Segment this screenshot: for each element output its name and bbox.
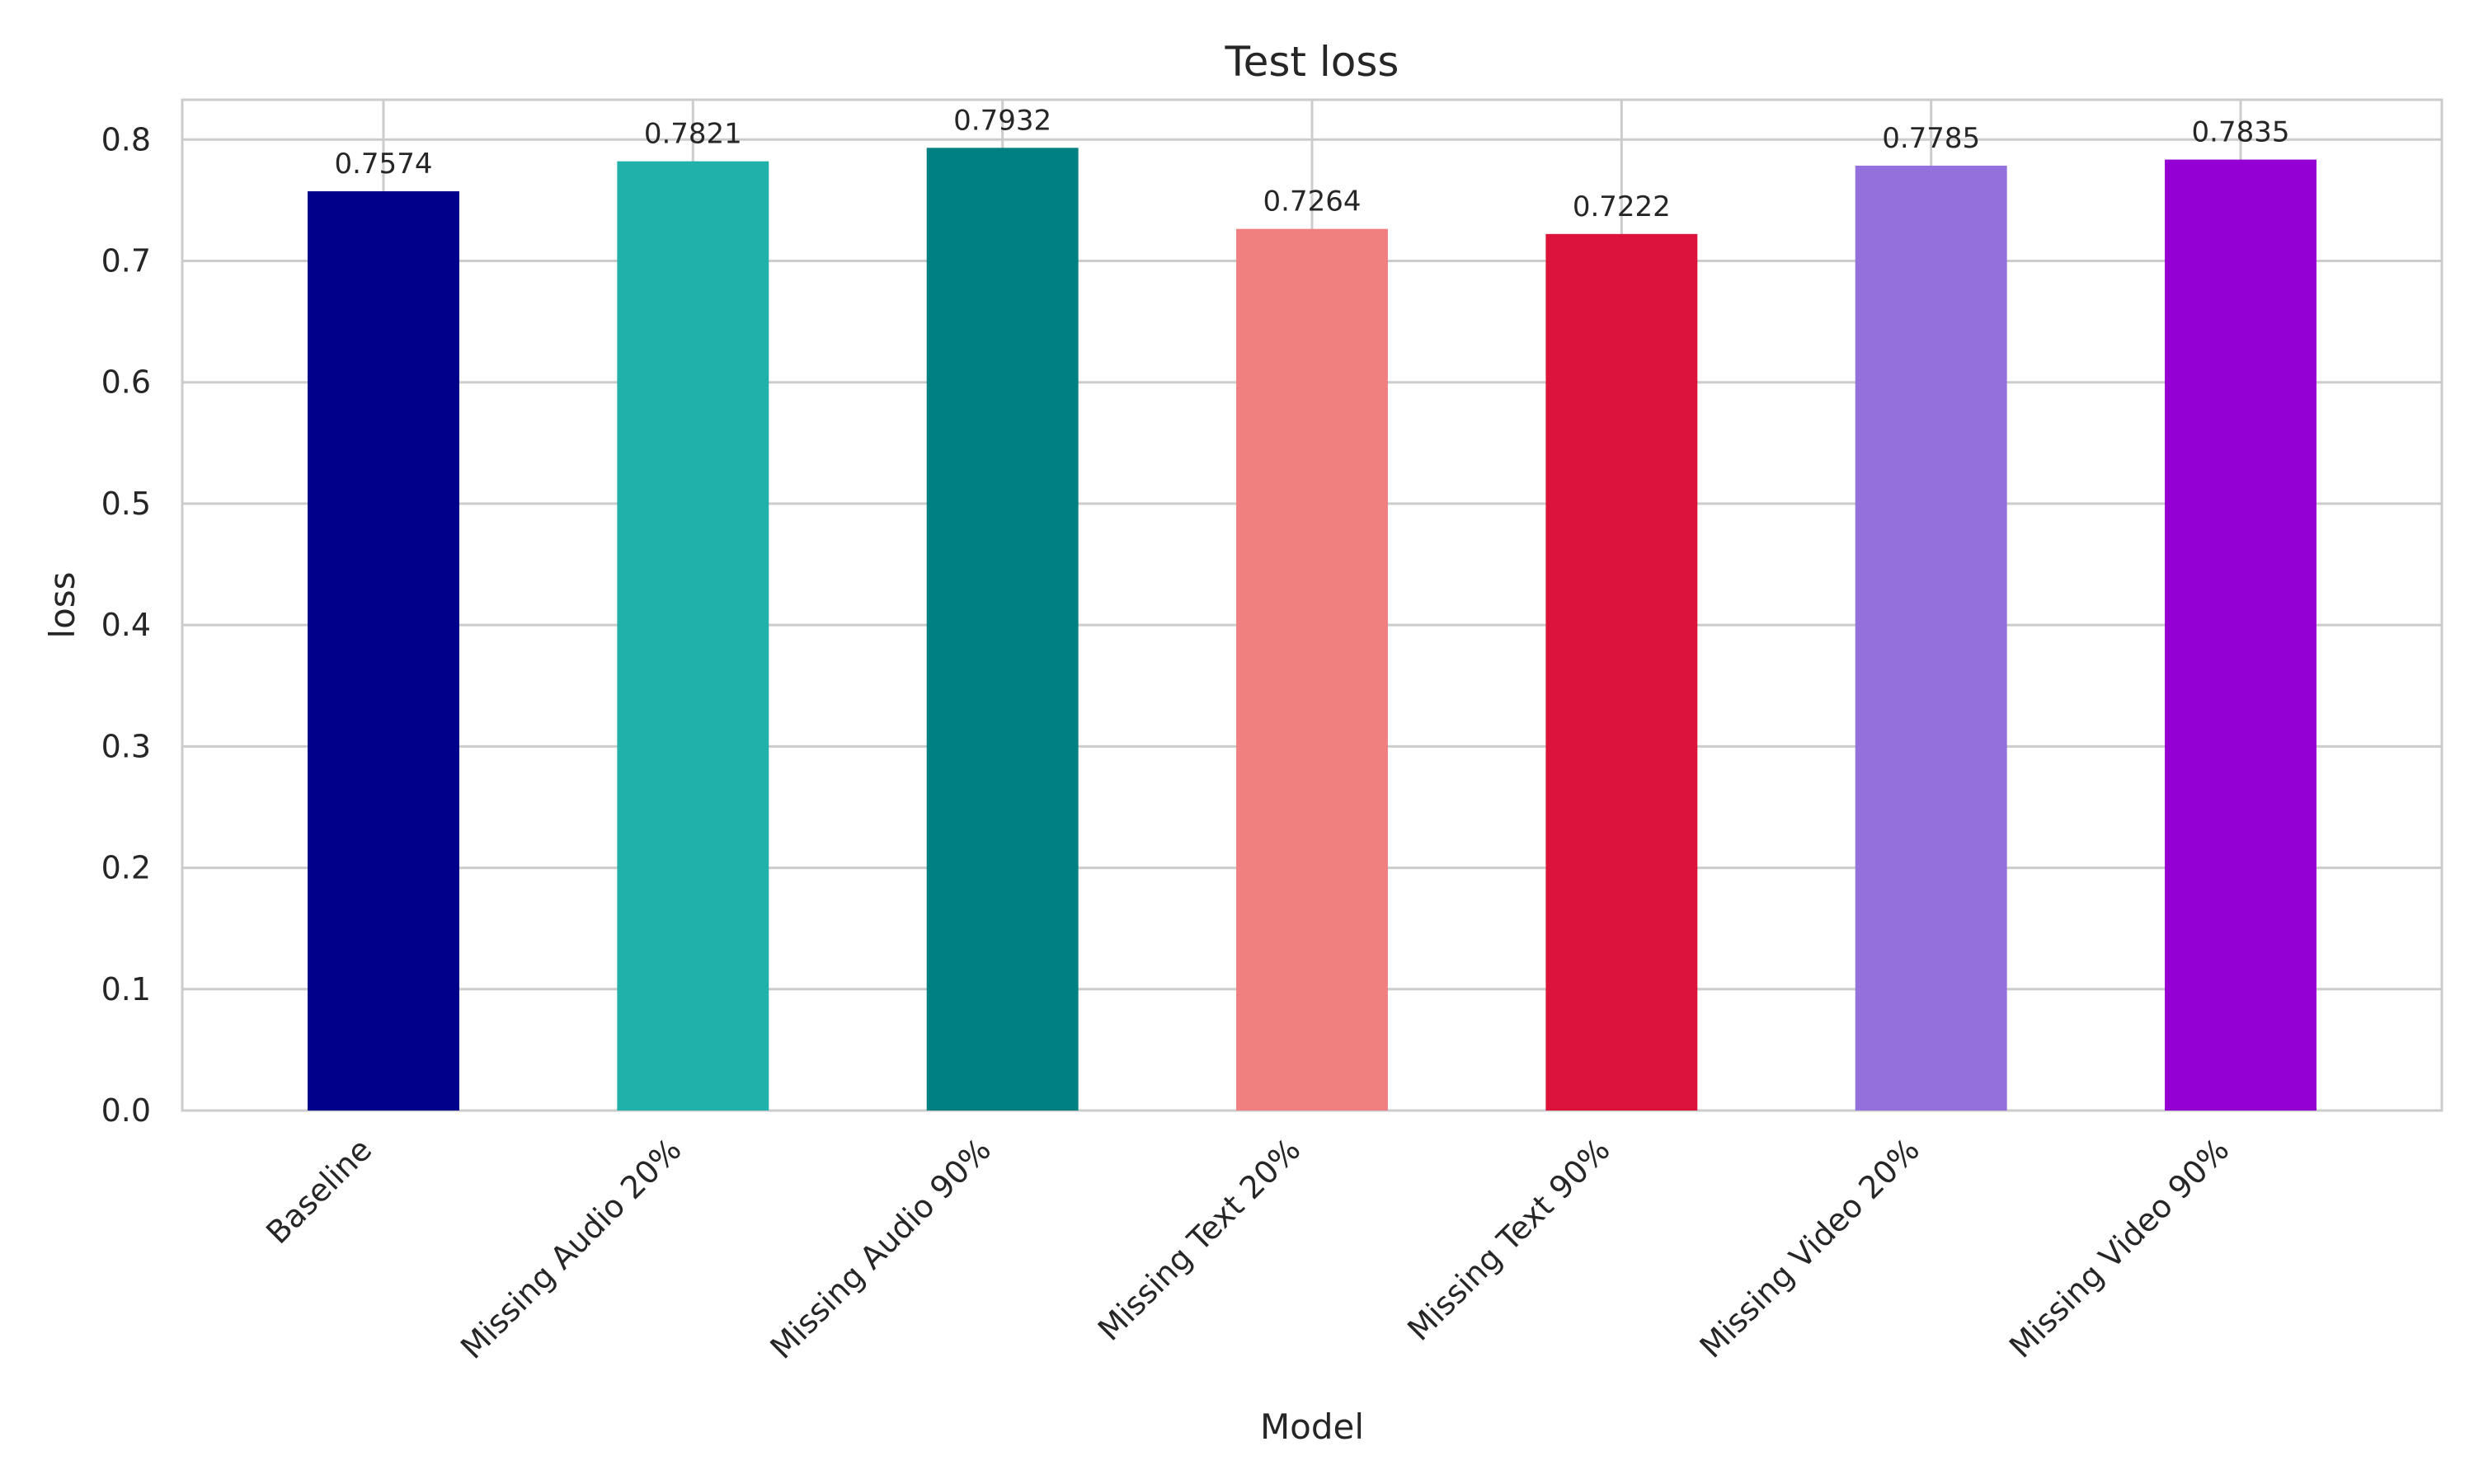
- bar-value-label: 0.7785: [1882, 122, 1980, 155]
- y-tick-label: 0.3: [101, 728, 151, 764]
- x-tick-label: Missing Audio 20%: [454, 1131, 688, 1365]
- bar-value-label: 0.7932: [953, 104, 1051, 137]
- bar-value-label: 0.7574: [334, 148, 432, 181]
- x-tick-label: Missing Video 90%: [2002, 1131, 2236, 1364]
- y-tick-label: 0.5: [101, 486, 151, 522]
- bar-value-label: 0.7835: [2192, 116, 2290, 149]
- bar: [1545, 233, 1698, 1111]
- bar: [308, 190, 459, 1111]
- y-axis-label: loss: [42, 571, 82, 638]
- y-tick-label: 0.0: [101, 1092, 151, 1129]
- x-axis-ticks: Baseline Missing Audio 20% Missing Audio 9…: [259, 1131, 2236, 1365]
- y-tick-label: 0.1: [101, 971, 151, 1007]
- x-tick-label: Baseline: [259, 1131, 379, 1251]
- bar: [926, 148, 1079, 1111]
- x-axis-label: Model: [1260, 1407, 1364, 1447]
- bar: [1855, 165, 2007, 1111]
- data-labels: 0.7574 0.7821 0.7932 0.7264 0.7222 0.7785 0.78…: [334, 104, 2289, 223]
- bars: [308, 148, 2316, 1111]
- y-axis-ticks: 0.0 0.1 0.2 0.3 0.4 0.5 0.6 0.7 0.8: [101, 121, 151, 1129]
- bar: [1236, 228, 1388, 1111]
- y-tick-label: 0.7: [101, 243, 151, 279]
- bar: [617, 161, 769, 1111]
- bar: [2165, 159, 2316, 1111]
- x-tick-label: Missing Text 20%: [1091, 1131, 1307, 1347]
- chart-title: Test loss: [1225, 38, 1399, 86]
- bar-value-label: 0.7222: [1573, 190, 1671, 223]
- x-tick-label: Missing Audio 90%: [764, 1131, 998, 1365]
- y-tick-label: 0.2: [101, 850, 151, 886]
- x-tick-label: Missing Text 90%: [1400, 1131, 1616, 1347]
- x-tick-label: Missing Video 20%: [1693, 1131, 1926, 1364]
- y-tick-label: 0.4: [101, 607, 151, 643]
- y-tick-label: 0.6: [101, 364, 151, 401]
- y-tick-label: 0.8: [101, 121, 151, 157]
- bar-value-label: 0.7264: [1263, 186, 1362, 218]
- bar-value-label: 0.7821: [644, 118, 742, 151]
